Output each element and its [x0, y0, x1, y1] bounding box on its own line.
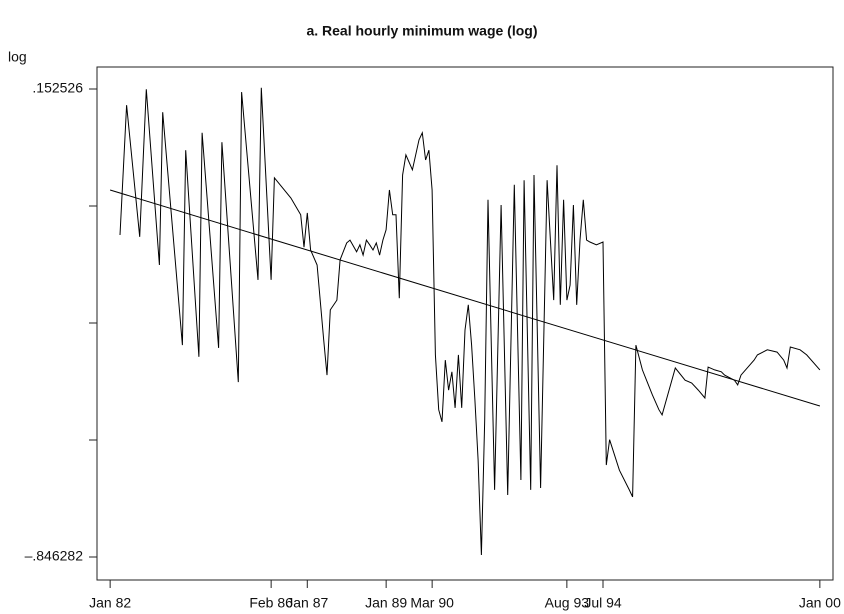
y-axis-label: log: [8, 49, 27, 65]
x-tick-label: Aug 93: [545, 595, 590, 611]
x-tick-label: Jan 87: [286, 595, 328, 611]
x-tick-label: Jan 82: [89, 595, 131, 611]
x-tick-label: Jan 00: [799, 595, 841, 611]
x-tick-label: Mar 90: [410, 595, 454, 611]
chart-title: a. Real hourly minimum wage (log): [306, 23, 537, 39]
x-tick-label: Jul 94: [584, 595, 622, 611]
series-line: [109, 189, 821, 407]
y-tick-label: .152526: [32, 80, 83, 96]
plot-frame: [96, 66, 834, 581]
series-line: [119, 87, 821, 556]
y-tick-label: –.846282: [25, 548, 84, 564]
x-tick-label: Feb 86: [249, 595, 293, 611]
x-tick-label: Jan 89: [365, 595, 407, 611]
